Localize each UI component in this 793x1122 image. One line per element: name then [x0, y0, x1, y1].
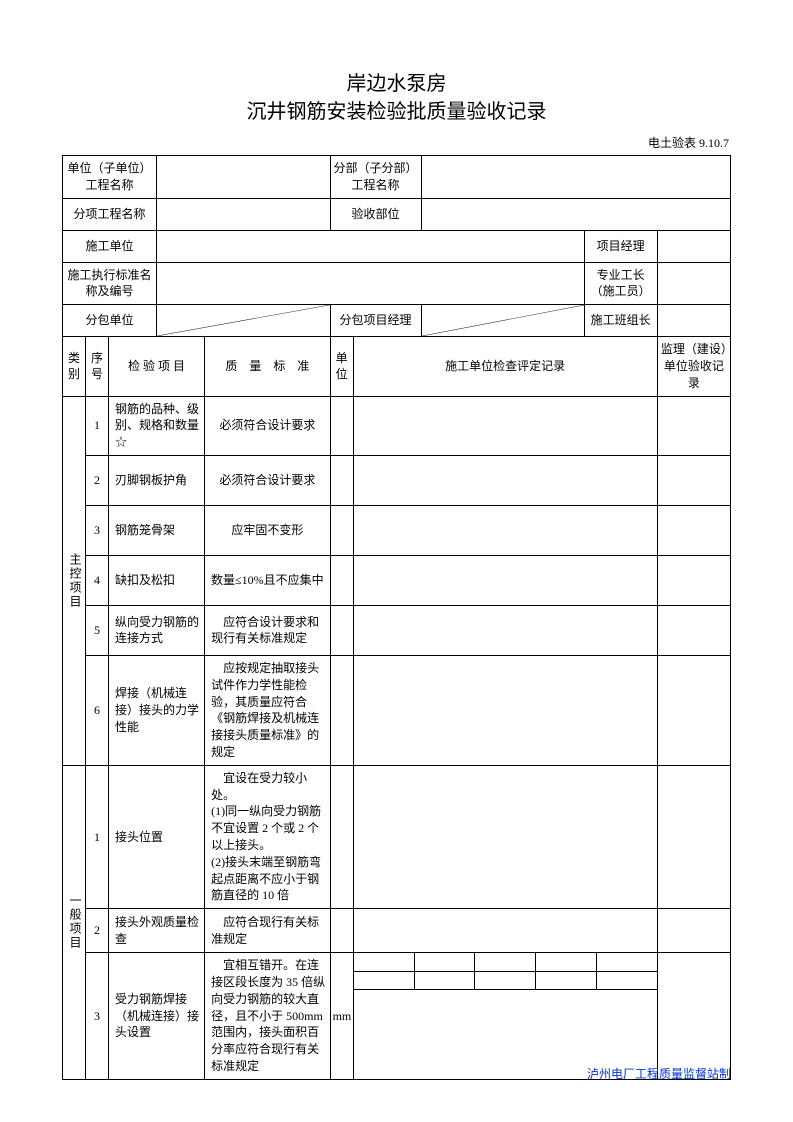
label-item-name: 分项工程名称 [63, 198, 157, 230]
label-sub-pm: 分包项目经理 [330, 305, 421, 337]
field-accept-part[interactable] [421, 198, 730, 230]
table-row: 纵向受力钢筋的连接方式 [108, 605, 204, 655]
table-row: 应按规定抽取接头试件作力学性能检验，其质量应符合《钢筋焊接及机械连接接头质量标准… [205, 655, 330, 765]
label-pm: 项目经理 [584, 230, 657, 262]
table-row[interactable] [657, 655, 730, 765]
table-row: 钢筋笼骨架 [108, 505, 204, 555]
table-row[interactable] [657, 396, 730, 455]
col-std: 质 量 标 准 [205, 337, 330, 396]
table-row[interactable] [353, 505, 657, 555]
label-foreman: 专业工长（施工员） [584, 262, 657, 305]
table-row[interactable] [330, 396, 353, 455]
table-row[interactable] [353, 605, 657, 655]
table-row[interactable] [330, 555, 353, 605]
col-unit: 单位 [330, 337, 353, 396]
field-item-name[interactable] [157, 198, 331, 230]
col-seq: 序号 [85, 337, 108, 396]
table-row: 2 [85, 909, 108, 953]
table-row[interactable] [657, 455, 730, 505]
table-row[interactable] [657, 605, 730, 655]
field-foreman[interactable] [657, 262, 730, 305]
table-row: 应牢固不变形 [205, 505, 330, 555]
table-row: 4 [85, 555, 108, 605]
field-sub-pm[interactable] [421, 305, 584, 337]
inspection-table: 单位（子单位）工程名称 分部（子分部）工程名称 分项工程名称 验收部位 施工单位… [62, 155, 731, 1080]
table-row[interactable] [330, 505, 353, 555]
field-std[interactable] [157, 262, 585, 305]
table-row[interactable] [330, 909, 353, 953]
table-row: 缺扣及松扣 [108, 555, 204, 605]
table-row: 接头外观质量检查 [108, 909, 204, 953]
table-row[interactable] [353, 909, 657, 953]
table-row: mm [330, 953, 353, 1080]
label-constr-unit: 施工单位 [63, 230, 157, 262]
table-row: 刃脚钢板护角 [108, 455, 204, 505]
table-row: 6 [85, 655, 108, 765]
col-item: 检 验 项 目 [108, 337, 204, 396]
table-row[interactable] [330, 605, 353, 655]
field-unit-name[interactable] [157, 156, 331, 199]
label-subcon: 分包单位 [63, 305, 157, 337]
table-row[interactable] [330, 765, 353, 908]
table-row: 1 [85, 396, 108, 455]
table-row[interactable] [353, 455, 657, 505]
col-super: 监理（建设）单位验收记录 [657, 337, 730, 396]
cat-gen: 一般项目 [63, 765, 86, 1079]
table-row[interactable] [330, 655, 353, 765]
label-sub-name: 分部（子分部）工程名称 [330, 156, 421, 199]
table-row: 数量≤10%且不应集中 [205, 555, 330, 605]
label-unit-name: 单位（子单位）工程名称 [63, 156, 157, 199]
field-team-leader[interactable] [657, 305, 730, 337]
table-row: 1 [85, 765, 108, 908]
table-row: 3 [85, 953, 108, 1080]
table-row: 3 [85, 505, 108, 555]
form-code: 电土验表 9.10.7 [62, 134, 731, 151]
table-row[interactable] [353, 655, 657, 765]
label-accept-part: 验收部位 [330, 198, 421, 230]
table-row: 钢筋的品种、级别、规格和数量☆ [108, 396, 204, 455]
label-std: 施工执行标准名称及编号 [63, 262, 157, 305]
table-row[interactable] [657, 953, 730, 1080]
table-row: 必须符合设计要求 [205, 396, 330, 455]
measurement-grid[interactable] [353, 953, 657, 1080]
field-subcon[interactable] [157, 305, 331, 337]
table-row[interactable] [657, 765, 730, 908]
table-row: 接头位置 [108, 765, 204, 908]
table-row: 应符合现行有关标准规定 [205, 909, 330, 953]
footer-org: 泸州电厂工程质量监督站制 [587, 1065, 731, 1082]
cat-main: 主控项目 [63, 396, 86, 765]
table-row[interactable] [353, 555, 657, 605]
label-team-leader: 施工班组长 [584, 305, 657, 337]
field-constr-unit[interactable] [157, 230, 585, 262]
field-sub-name[interactable] [421, 156, 730, 199]
table-row[interactable] [330, 455, 353, 505]
title-line2: 沉井钢筋安装检验批质量验收记录 [62, 98, 731, 126]
table-row[interactable] [353, 396, 657, 455]
table-row: 必须符合设计要求 [205, 455, 330, 505]
table-row: 宜设在受力较小处。 (1)同一纵向受力钢筋不宜设置 2 个或 2 个以上接头。 … [205, 765, 330, 908]
table-row[interactable] [657, 505, 730, 555]
title-line1: 岸边水泵房 [62, 70, 731, 98]
col-cat: 类别 [63, 337, 86, 396]
table-row[interactable] [353, 765, 657, 908]
table-row: 宜相互错开。在连接区段长度为 35 倍纵向受力钢筋的较大直径，且不小于 500m… [205, 953, 330, 1080]
table-row: 受力钢筋焊接（机械连接）接头设置 [108, 953, 204, 1080]
table-row: 焊接（机械连接）接头的力学性能 [108, 655, 204, 765]
table-row: 应符合设计要求和现行有关标准规定 [205, 605, 330, 655]
table-row[interactable] [657, 909, 730, 953]
table-row: 5 [85, 605, 108, 655]
table-row: 2 [85, 455, 108, 505]
col-record: 施工单位检查评定记录 [353, 337, 657, 396]
field-pm[interactable] [657, 230, 730, 262]
table-row[interactable] [657, 555, 730, 605]
